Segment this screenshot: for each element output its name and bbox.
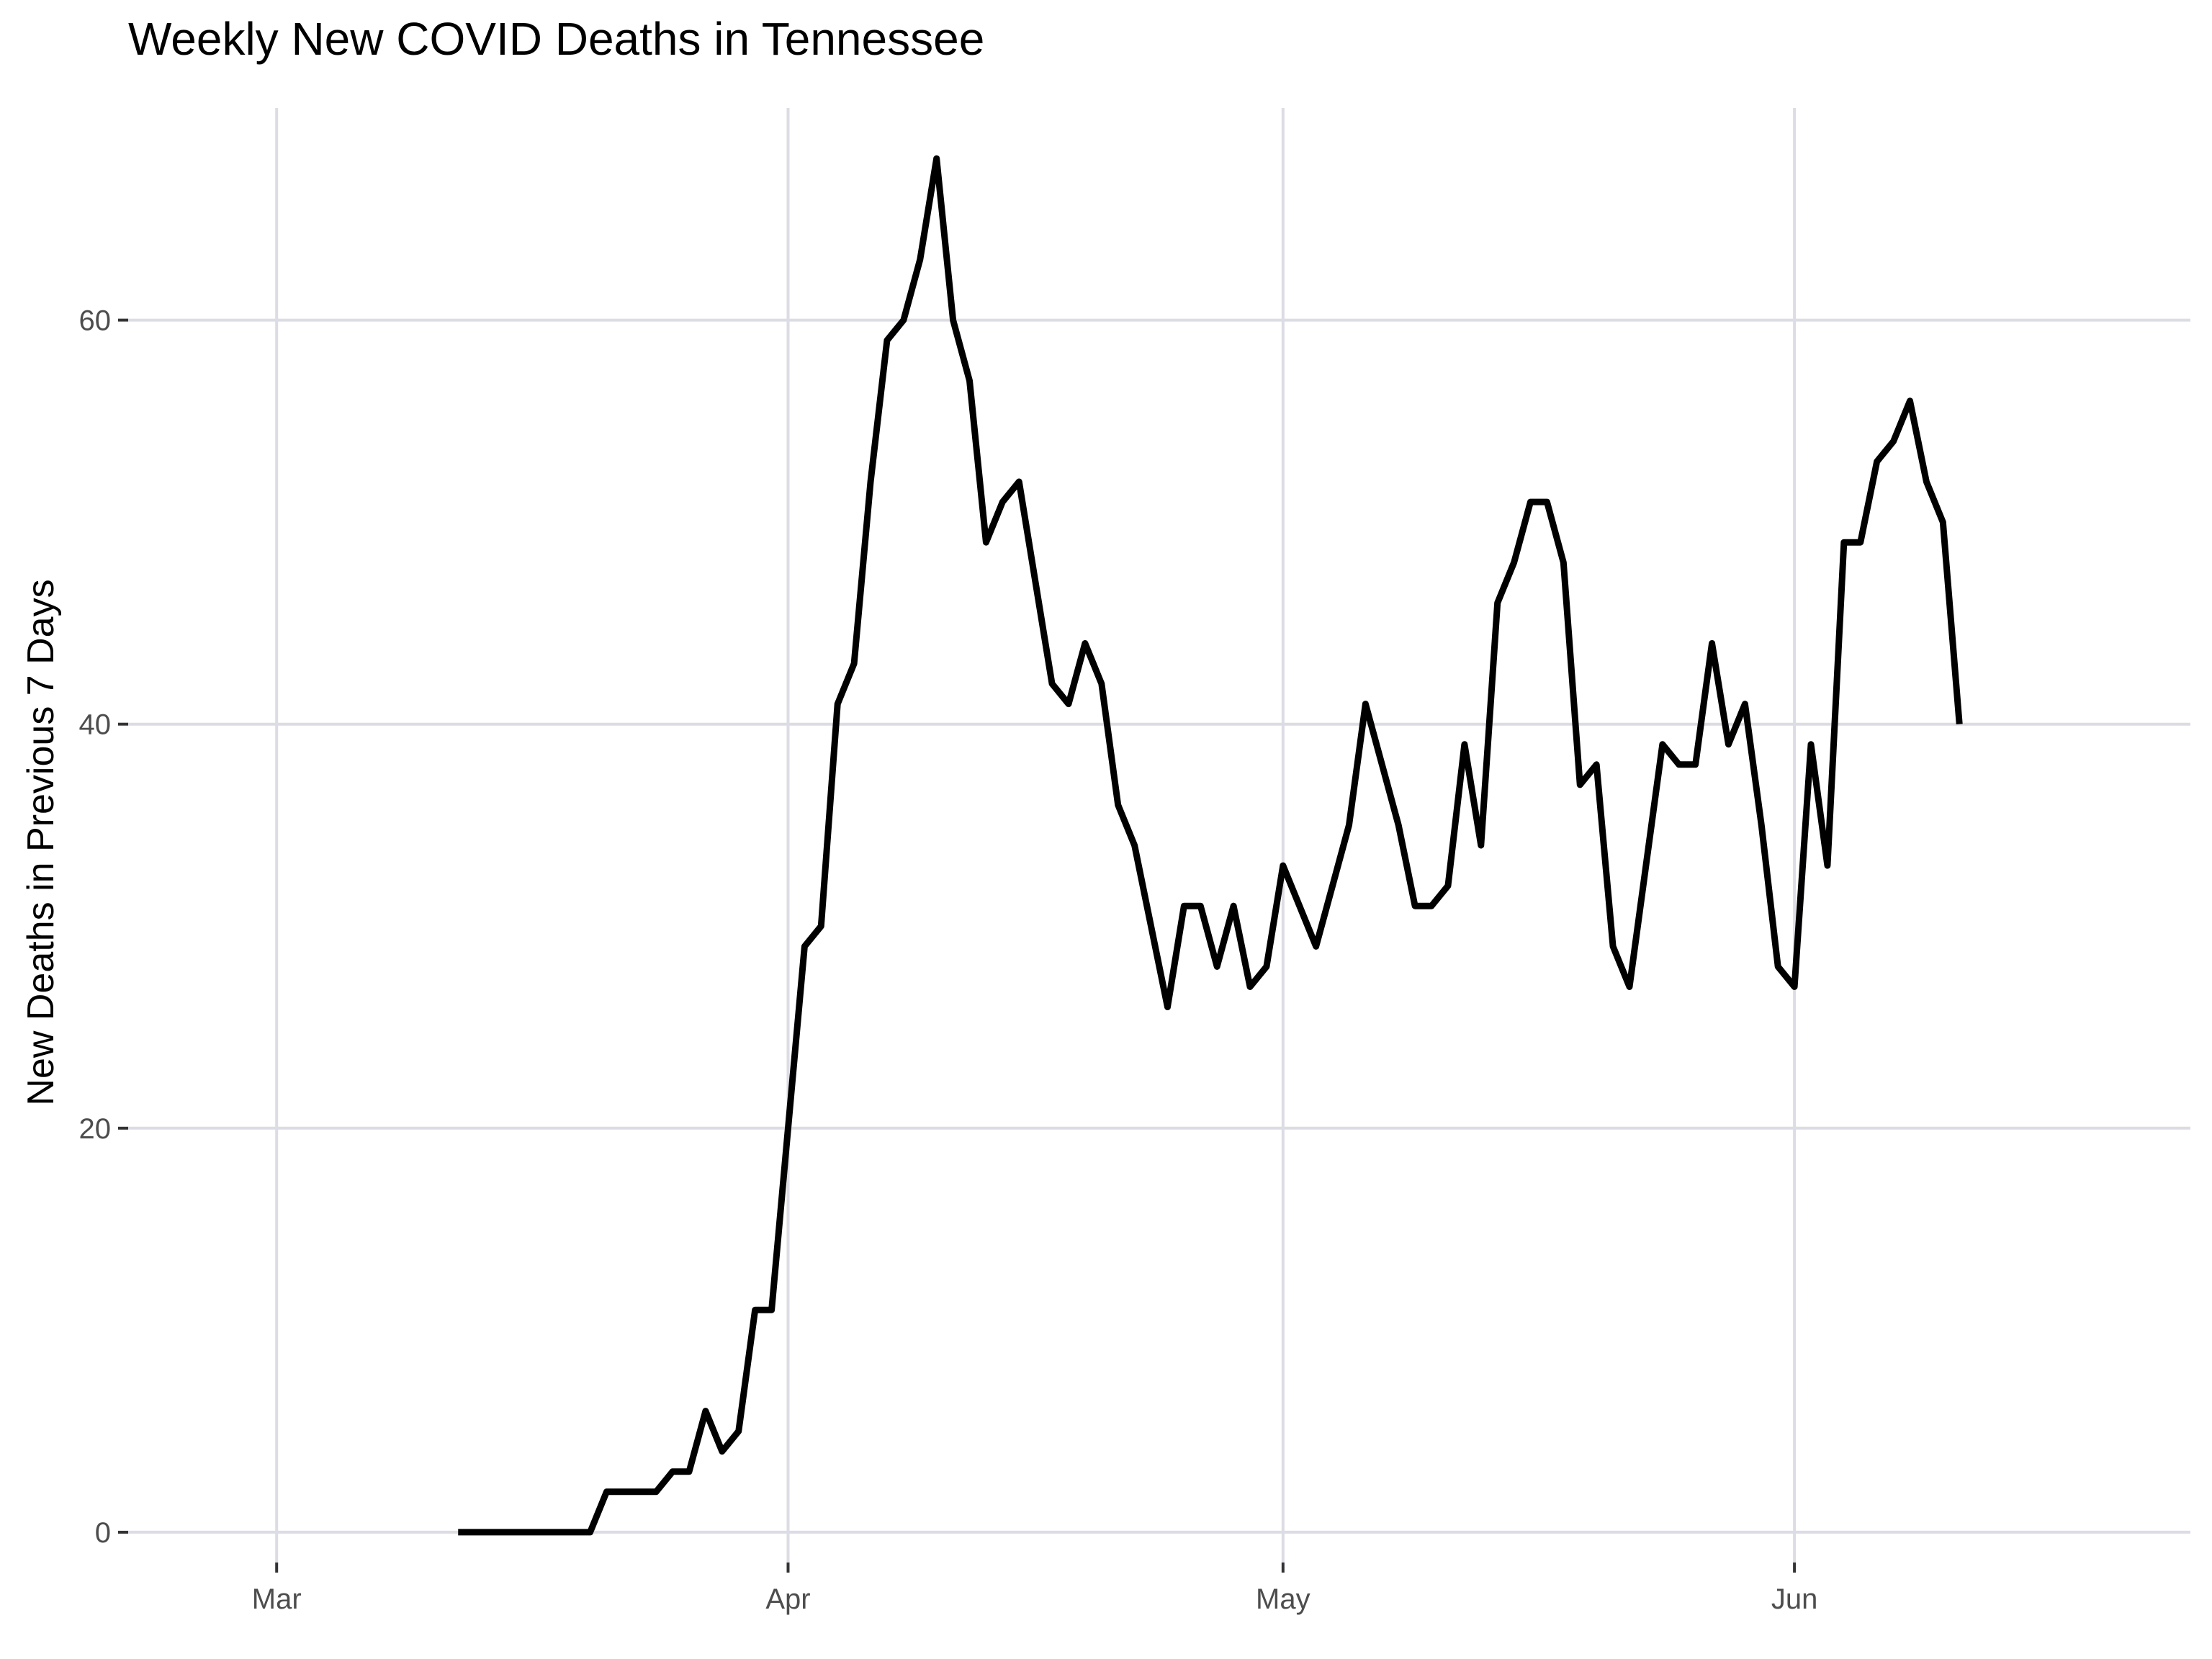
x-gridlines: [275, 108, 1797, 1563]
x-tick-label: Mar: [252, 1583, 302, 1615]
chart-title: Weekly New COVID Deaths in Tennessee: [128, 13, 984, 65]
x-tick-label: Apr: [765, 1583, 810, 1615]
x-tick-label: May: [1256, 1583, 1310, 1615]
x-tick-label: Jun: [1771, 1583, 1818, 1615]
series-layer: [458, 155, 1963, 1536]
y-tick-label: 20: [79, 1113, 112, 1145]
y-axis-ticks: 0 20 40 60: [79, 305, 128, 1549]
y-tick-label: 40: [79, 709, 112, 741]
y-tick-label: 0: [95, 1517, 111, 1549]
y-axis-label: New Deaths in Previous 7 Days: [20, 579, 62, 1105]
y-tick-label: 60: [79, 305, 112, 337]
series-line: [458, 155, 1963, 1536]
x-axis-ticks: Mar Apr May Jun: [252, 1563, 1818, 1615]
y-gridlines: [128, 318, 2190, 1534]
